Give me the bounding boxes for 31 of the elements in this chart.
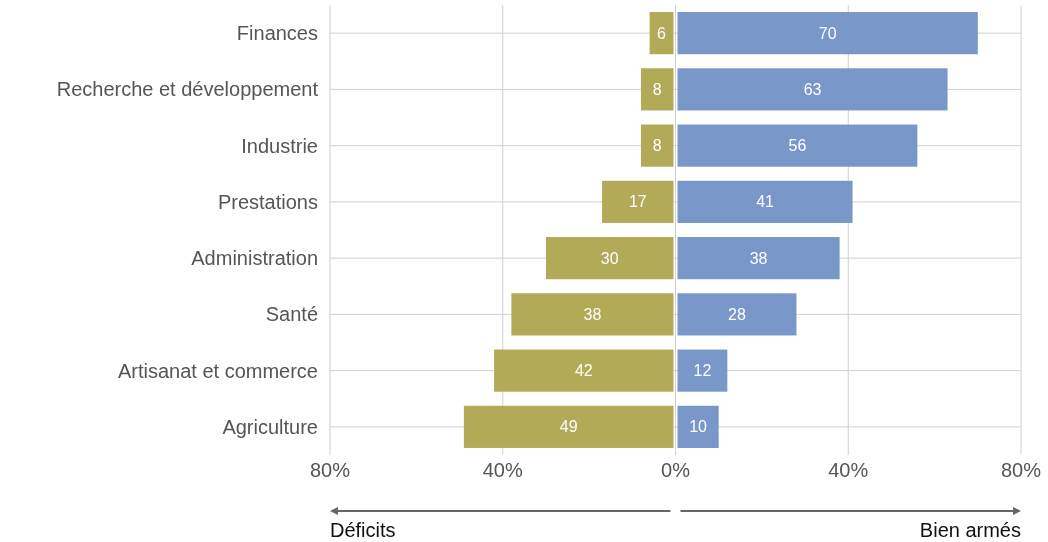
- text: Déficits: [330, 519, 396, 541]
- data-label: 70: [818, 24, 837, 42]
- y-tick-label: Administration: [191, 247, 318, 270]
- data-label: 8: [652, 80, 662, 98]
- x-tick-label: 80%: [309, 459, 351, 481]
- y-tick-label: Santé: [265, 303, 318, 326]
- x-tick-label: 0%: [661, 459, 691, 481]
- data-label: 10: [689, 418, 708, 436]
- data-label: 38: [749, 249, 768, 267]
- data-label: 42: [574, 362, 593, 380]
- data-label: 28: [728, 305, 746, 323]
- data-label: 49: [559, 418, 578, 436]
- y-tick-label: Artisanat et commerce: [117, 359, 318, 382]
- x-tick-label: 80%: [1000, 459, 1042, 481]
- data-label: 6: [657, 24, 667, 42]
- data-label: 41: [756, 193, 775, 211]
- y-tick-label: Prestations: [217, 190, 318, 213]
- data-label: 38: [583, 305, 602, 323]
- x-tick-label: 40%: [482, 459, 523, 481]
- x-tick-label: 40%: [828, 459, 869, 481]
- y-tick-label: Recherche et développement: [56, 78, 319, 101]
- data-label: 56: [788, 137, 807, 155]
- y-tick-label: Finances: [236, 22, 318, 45]
- data-label: 30: [600, 249, 619, 267]
- data-label: 63: [803, 80, 822, 98]
- y-tick-label: Industrie: [241, 134, 318, 157]
- data-label: 8: [652, 137, 662, 155]
- data-label: 17: [628, 193, 647, 211]
- data-label: 12: [693, 362, 712, 380]
- text: Bien armés: [919, 519, 1021, 541]
- y-tick-label: Agriculture: [222, 415, 318, 438]
